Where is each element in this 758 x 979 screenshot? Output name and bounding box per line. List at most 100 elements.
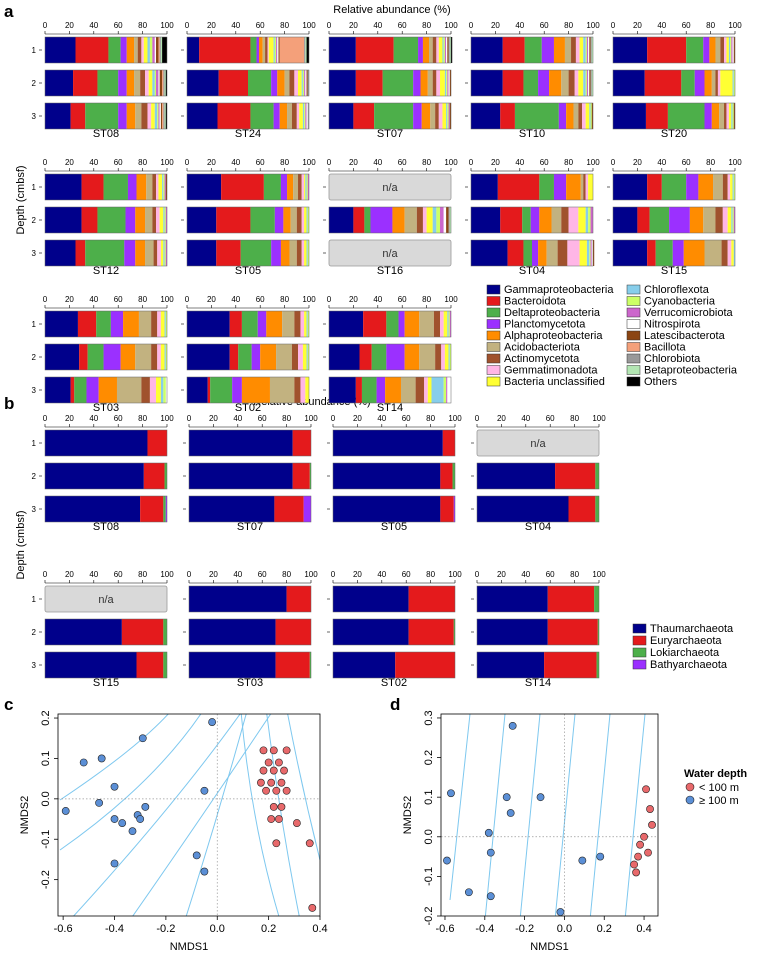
bar-segment-planctomycetota	[370, 207, 393, 233]
bar-outline	[612, 102, 736, 130]
bar-segment-thaumarchaeota	[45, 463, 144, 489]
bar-segment-deltaproteobacteria	[238, 344, 252, 370]
x-tick-label: 0	[185, 158, 190, 167]
depth-label: 3	[32, 386, 37, 395]
bar-segment-verrucomicrobiota	[307, 174, 309, 200]
bar-segment-alphaproteobacteria	[553, 37, 565, 63]
x-tick-label: 100	[302, 158, 316, 167]
bar-segment-planctomycetota	[124, 240, 136, 266]
bar-segment-alphaproteobacteria	[283, 207, 291, 233]
bar-segment-euryarchaeota	[121, 619, 164, 645]
bar-segment-thaumarchaeota	[477, 496, 569, 522]
bar-segment-gammaproteobacteria	[45, 344, 80, 370]
bar-segment-gemmatimonadota	[156, 174, 159, 200]
legend-water-depth: Water depth < 100 m≥ 100 m	[684, 768, 747, 807]
bar-segment-acidobacteriota	[564, 37, 572, 63]
bar-segment-acidobacteriota	[145, 240, 154, 266]
x-tick-label: 60	[256, 295, 265, 304]
x-tick-label: 60	[546, 414, 555, 423]
deep-point	[208, 718, 217, 726]
shallow-point	[267, 815, 276, 823]
x-tick-label: 40	[373, 158, 382, 167]
bar-segment-chlorobiota	[590, 70, 592, 96]
bar-segment-deltaproteobacteria	[539, 174, 554, 200]
bar-segment-planctomycetota	[274, 207, 284, 233]
bar-segment-actinomycetota	[141, 103, 148, 129]
bar-segment-chloroflexota	[301, 70, 303, 96]
bar-segment-actinomycetota	[433, 311, 441, 337]
x-tick-label: 40	[231, 21, 240, 30]
bar-segment-alphaproteobacteria	[420, 70, 428, 96]
station-label: ST12	[93, 265, 119, 277]
bar-segment-gemmatimonadota	[727, 240, 732, 266]
shallow-point	[648, 821, 656, 829]
bar-segment-chloroflexota	[432, 207, 437, 233]
station-label: ST07	[237, 521, 263, 533]
bar-segment-cyanobacteria	[589, 240, 591, 266]
bar-outline	[44, 618, 168, 646]
bar-segment-bacteria-unclassified	[588, 174, 593, 200]
bar-segment-thaumarchaeota	[189, 652, 276, 678]
bar-outline	[44, 343, 168, 371]
bar-outline	[186, 376, 310, 404]
bar-outline	[328, 206, 452, 234]
bar-segment-planctomycetota	[271, 70, 278, 96]
bar-segment-chloroflexota	[448, 344, 450, 370]
bar-segment-deltaproteobacteria	[393, 37, 419, 63]
bar-segment-acidobacteriota	[561, 70, 569, 96]
x-tick-label: 100	[728, 158, 742, 167]
na-bar	[476, 429, 600, 457]
bar-segment-planctomycetota	[271, 240, 281, 266]
x-tick-label: 80	[706, 158, 715, 167]
bar-segment-actinomycetota	[578, 103, 583, 129]
bar-segment-betaproteobacteria	[305, 37, 307, 63]
bar-segment-cyanobacteria	[164, 240, 166, 266]
bar-segment-planctomycetota	[398, 311, 405, 337]
bar-segment-nitrospirota	[306, 103, 308, 129]
bar-segment-verrucomicrobiota	[156, 70, 159, 96]
deep-point	[138, 734, 147, 743]
bar-segment-acidobacteriota	[404, 207, 417, 233]
x-tick-label: 20	[65, 295, 74, 304]
plot-area	[58, 714, 320, 916]
shallow-point	[644, 848, 652, 857]
legend-label: Alphaproteobacteria	[504, 330, 603, 342]
x-tick-label: 0.4	[636, 923, 651, 935]
bar-segment-chloroflexota	[442, 37, 444, 63]
bar-segment-actinomycetota	[415, 377, 425, 403]
legend-swatch	[626, 284, 641, 295]
bar-segment-alphaproteobacteria	[126, 37, 135, 63]
bar-segment-planctomycetota	[251, 344, 261, 370]
y-tick-label: 0.0	[423, 829, 435, 844]
x-tick-label: 20	[209, 570, 218, 579]
bar-segment-nitrospirota	[277, 37, 279, 63]
deep-point	[484, 828, 493, 837]
bar-segment-planctomycetota	[538, 70, 550, 96]
bar-segment-acidobacteriota	[711, 70, 716, 96]
legend-swatch	[626, 296, 641, 306]
bar-segment-alphaproteobacteria	[698, 174, 714, 200]
bar-segment-betaproteobacteria	[449, 207, 451, 233]
bar-outline	[476, 618, 600, 646]
bar-segment-euryarchaeota	[408, 619, 454, 645]
bar-segment-verrucomicrobiota	[586, 70, 589, 96]
bar-segment-cyanobacteria	[307, 311, 309, 337]
legend-swatch	[626, 319, 641, 329]
bar-segment-euryarchaeota	[274, 496, 304, 522]
station-label: ST10	[519, 128, 545, 140]
y-axis-title: NMDS2	[402, 796, 414, 835]
x-tick-label: 60	[258, 414, 267, 423]
bar-segment-gammaproteobacteria	[45, 37, 76, 63]
bar-segment-acidobacteriota	[580, 174, 584, 200]
bar-segment-thaumarchaeota	[477, 463, 556, 489]
x-tick-label: 80	[280, 295, 289, 304]
bar-segment-actinomycetota	[141, 377, 150, 403]
bar-segment-nitrospirota	[305, 70, 307, 96]
bar-segment-alphaproteobacteria	[126, 103, 136, 129]
bar-segment-alphaproteobacteria	[266, 311, 283, 337]
bar-segment-acidobacteriota	[134, 37, 138, 63]
bar-segment-betaproteobacteria	[591, 37, 593, 63]
x-tick-label: 80	[280, 21, 289, 30]
x-tick-label: 100	[160, 158, 174, 167]
na-label: n/a	[382, 248, 398, 260]
